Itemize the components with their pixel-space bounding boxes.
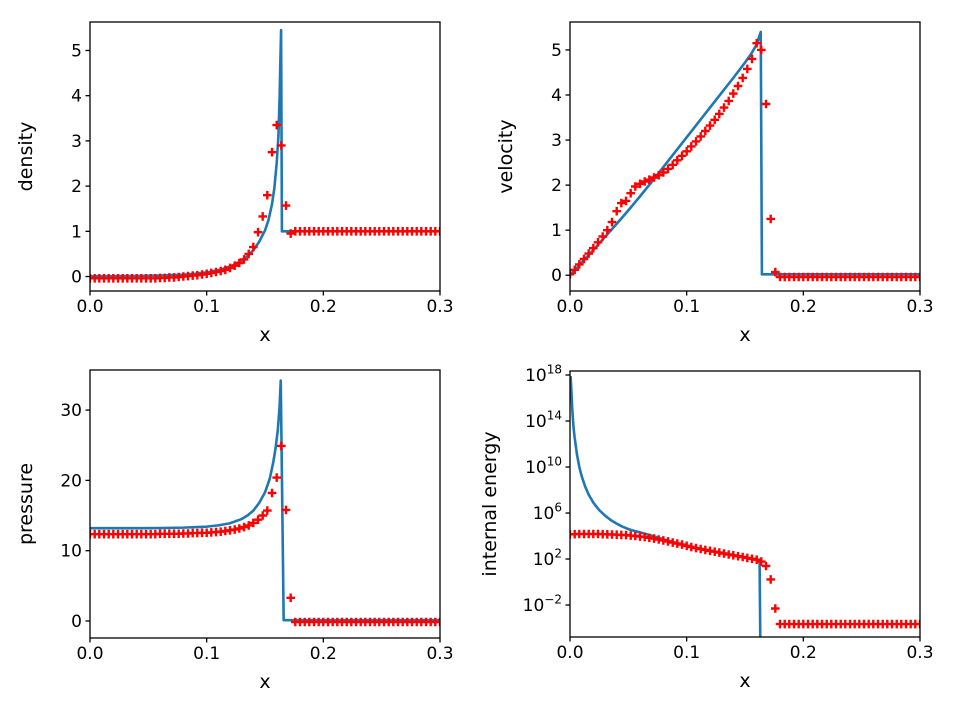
y-axis-label: internal energy [479,431,501,576]
simulation-markers [90,120,440,283]
simulation-markers [570,529,920,629]
x-tick-label: 0.1 [193,297,220,317]
y-tick-label: 4 [551,86,562,106]
x-tick-label: 0.1 [673,297,700,317]
panel-pressure: 0.0 0.1 0.2 0.3 0 10 20 30 x pressure [15,369,454,693]
y-tick-label: 2 [71,177,82,197]
y-tick-label: 1 [551,221,562,241]
x-tick-label: 0.2 [790,643,817,663]
y-tick-label: 0 [71,612,82,632]
y-tick-label: 30 [60,401,82,421]
y-axis-ticks: 0 10 20 30 [60,401,90,632]
x-tick-label: 0.1 [673,643,700,663]
x-axis-ticks: 0.0 0.1 0.2 0.3 [76,638,454,664]
exact-solution-line [570,30,920,277]
x-tick-label: 0.1 [193,644,220,664]
y-tick-label: 2 [551,176,562,196]
y-tick-label: 20 [60,471,82,491]
exact-solution-line [90,379,440,622]
y-tick-label: 1014 [525,409,562,433]
y-tick-label: 3 [71,132,82,152]
x-tick-label: 0.0 [76,644,103,664]
panel-density: 0.0 0.1 0.2 0.3 0 1 2 3 4 5 x density [15,21,454,346]
x-axis-ticks: 0.0 0.1 0.2 0.3 [76,291,454,317]
panel-internal-energy: 0.0 0.1 0.2 0.3 1018 1014 1010 106 102 10−2 x inter… [479,363,934,692]
y-tick-label: 106 [533,501,562,525]
y-tick-label: 3 [551,131,562,151]
x-axis-ticks: 0.0 0.1 0.2 0.3 [556,637,934,663]
x-tick-label: 0.0 [76,297,103,317]
axes-spines [89,369,441,639]
axes-spines [569,370,921,638]
x-tick-label: 0.2 [310,297,337,317]
y-axis-ticks: 0 1 2 3 4 5 [71,41,90,288]
exact-solution-line [90,28,440,278]
axes-spines [89,21,441,292]
y-tick-label: 1018 [525,363,562,387]
simulation-markers [570,38,920,282]
exact-solution-line [570,376,762,637]
x-axis-label: x [739,324,750,346]
y-tick-label: 0 [71,268,82,288]
x-tick-label: 0.0 [556,643,583,663]
x-axis-label: x [259,324,270,346]
x-axis-label: x [259,671,270,693]
y-tick-label: 10−2 [523,593,562,617]
simulation-markers [90,441,440,627]
y-tick-label: 102 [533,547,562,571]
y-tick-label: 4 [71,87,82,107]
y-axis-ticks: 1018 1014 1010 106 102 10−2 [523,363,570,617]
panel-velocity: 0.0 0.1 0.2 0.3 0 1 2 3 4 5 x velocity [495,21,934,346]
y-tick-label: 5 [71,41,82,61]
y-tick-label: 1010 [525,455,562,479]
y-tick-label: 1 [71,222,82,242]
x-tick-label: 0.3 [426,297,453,317]
x-tick-label: 0.0 [556,297,583,317]
y-tick-label: 0 [551,266,562,286]
x-axis-label: x [739,670,750,692]
y-axis-ticks: 0 1 2 3 4 5 [551,41,570,286]
x-tick-label: 0.3 [426,644,453,664]
y-axis-label: velocity [495,119,517,193]
axes-spines [569,21,921,292]
y-tick-label: 5 [551,41,562,61]
x-tick-label: 0.3 [906,297,933,317]
x-tick-label: 0.2 [790,297,817,317]
x-axis-ticks: 0.0 0.1 0.2 0.3 [556,291,934,317]
y-tick-label: 10 [60,542,82,562]
x-tick-label: 0.2 [310,644,337,664]
x-tick-label: 0.3 [906,643,933,663]
y-axis-label: pressure [15,463,37,545]
y-axis-label: density [15,122,37,192]
